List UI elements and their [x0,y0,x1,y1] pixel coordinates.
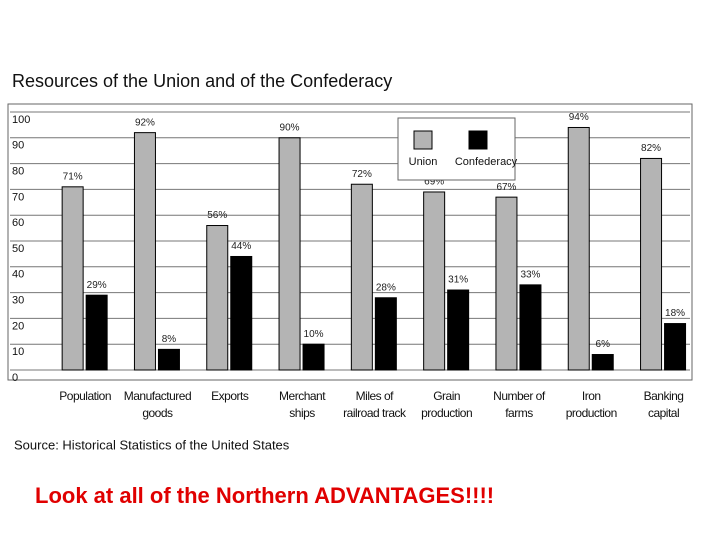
x-tick-label: Banking capital [643,389,684,420]
bar [302,343,325,371]
bar [567,126,590,371]
value-label: 29% [87,280,107,291]
y-tick-label: 90 [12,140,24,152]
value-label: 44% [231,241,251,252]
bar [374,297,397,371]
x-tick-label: Number of farms [493,389,545,420]
value-label: 92% [135,117,155,128]
y-tick-label: 60 [12,217,24,229]
value-label: 90% [280,122,300,133]
value-label: 8% [162,334,177,345]
plot-frame [7,103,693,381]
y-tick-label: 30 [12,295,24,307]
bar [640,157,663,371]
bar [664,323,687,371]
bar [85,294,108,371]
bar [519,284,542,371]
legend-swatch [468,130,488,150]
y-tick-label: 0 [12,372,18,384]
value-label: 33% [520,270,540,281]
value-label: 69% [424,177,444,188]
y-tick-label: 100 [12,114,30,126]
bar [278,137,301,371]
legend-label: Union [409,156,438,168]
value-label: 94% [569,112,589,123]
y-tick-label: 50 [12,243,24,255]
x-tick-label: Miles of railroad track [343,389,406,420]
bar [423,191,446,371]
x-tick-label: Manufactured goods [123,389,192,420]
value-label: 82% [641,143,661,154]
x-tick-label: Exports [211,389,249,403]
x-tick-label: Grain production [421,389,473,420]
bar [495,196,518,371]
bar [206,225,229,371]
bar [591,354,614,371]
legend-swatch [413,130,433,150]
x-tick-label: Merchant ships [279,389,326,420]
annotation: Look at all of the Northern ADVANTAGES!!… [35,483,494,508]
bar [447,289,470,371]
value-label: 10% [304,329,324,340]
bar [133,132,156,371]
bar [230,255,253,371]
value-label: 67% [496,182,516,193]
value-label: 31% [448,275,468,286]
value-label: 28% [376,282,396,293]
y-tick-label: 80 [12,166,24,178]
y-tick-label: 40 [12,269,24,281]
bar [157,348,180,371]
x-tick-label: Population [59,389,111,403]
bar [350,183,373,371]
value-label: 71% [63,171,83,182]
y-tick-label: 20 [12,320,24,332]
x-tick-label: Iron production [565,389,618,420]
legend-label: Confederacy [455,156,518,168]
value-label: 72% [352,169,372,180]
bar [61,186,84,371]
value-label: 6% [596,339,611,350]
y-tick-label: 70 [12,191,24,203]
source-note: Source: Historical Statistics of the Uni… [14,437,290,452]
chart-title: Resources of the Union and of the Confed… [12,71,392,91]
value-label: 18% [665,308,685,319]
y-tick-label: 10 [12,346,24,358]
value-label: 56% [207,210,227,221]
